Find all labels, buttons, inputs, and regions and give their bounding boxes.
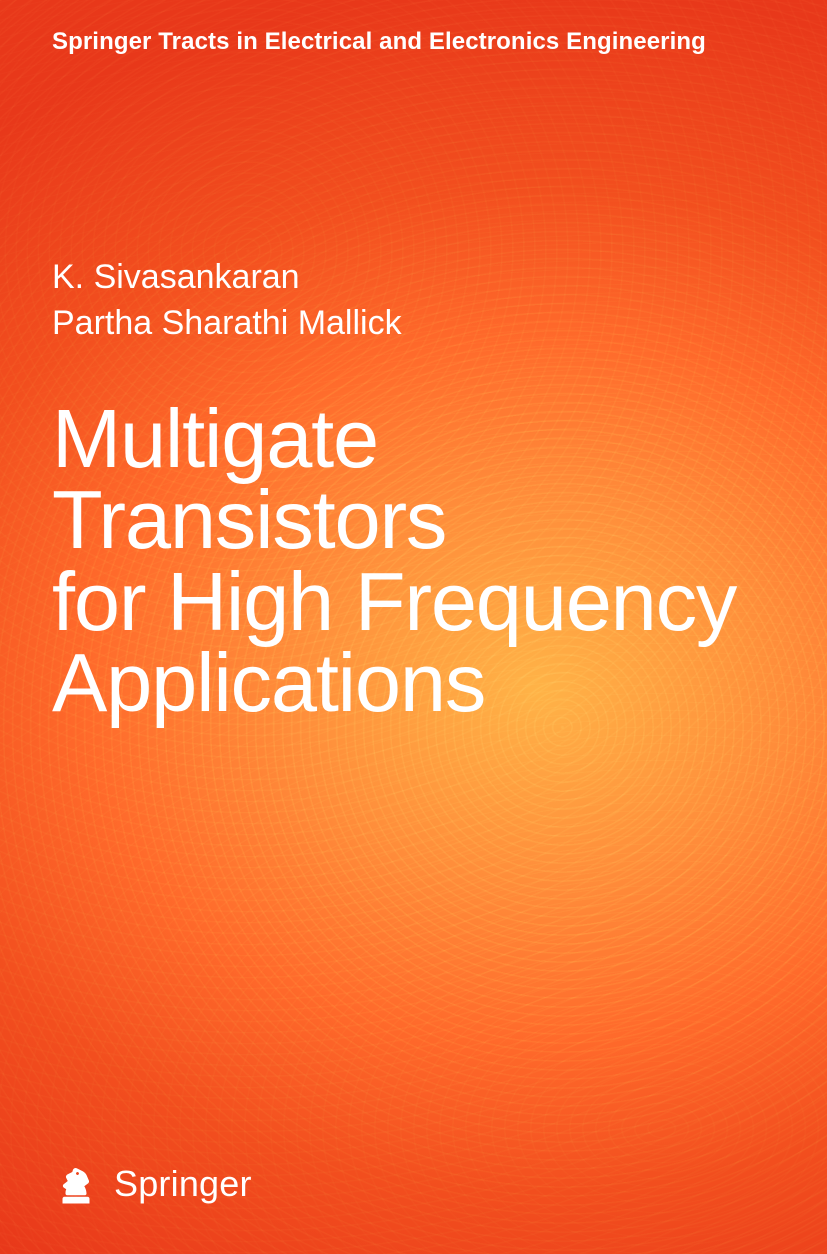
publisher-block: Springer xyxy=(52,1160,252,1208)
title-line: Multigate xyxy=(52,398,767,479)
title-line: Applications xyxy=(52,642,767,723)
book-title: Multigate Transistors for High Frequency… xyxy=(52,398,767,723)
author-name: K. Sivasankaran xyxy=(52,255,402,301)
springer-horse-icon xyxy=(52,1160,100,1208)
authors-block: K. Sivasankaran Partha Sharathi Mallick xyxy=(52,255,402,347)
book-cover: Springer Tracts in Electrical and Electr… xyxy=(0,0,827,1254)
author-name: Partha Sharathi Mallick xyxy=(52,301,402,347)
title-line: for High Frequency xyxy=(52,561,767,642)
series-name: Springer Tracts in Electrical and Electr… xyxy=(52,28,775,56)
title-line: Transistors xyxy=(52,479,767,560)
publisher-name: Springer xyxy=(114,1163,252,1205)
